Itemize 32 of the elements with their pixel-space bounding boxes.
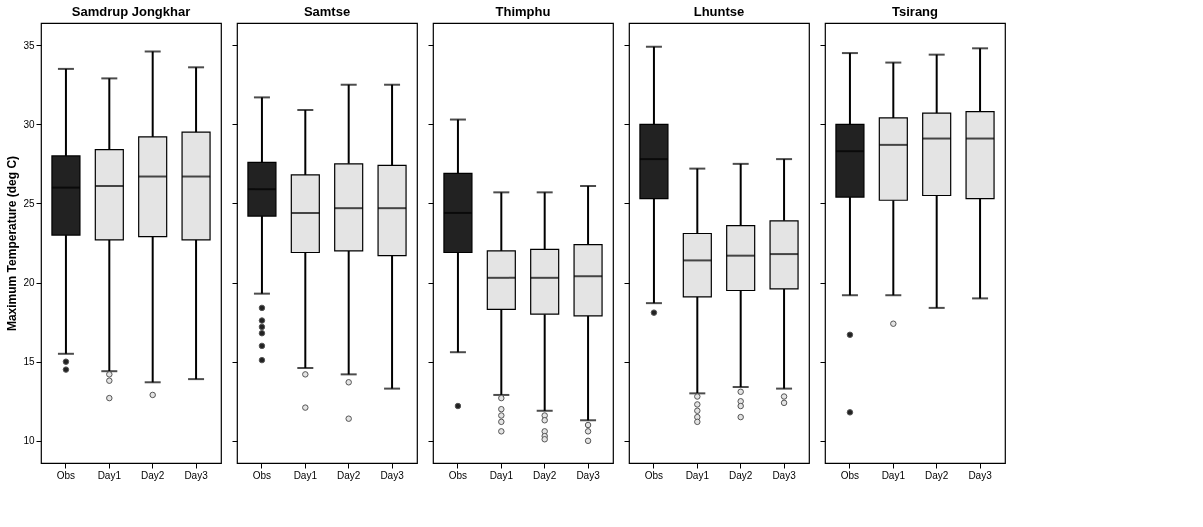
y-tick-label: 15: [23, 356, 35, 368]
x-tick-label: Day2: [141, 469, 165, 481]
y-tick-label: 30: [23, 118, 35, 130]
x-tick-label: Day2: [533, 469, 557, 481]
x-tick-label: Obs: [644, 469, 664, 481]
x-tick-label: Day2: [729, 469, 753, 481]
y-tick-label: 10: [23, 435, 35, 447]
chart-title: Tsirang: [892, 4, 939, 19]
y-tick-label: 35: [23, 39, 35, 51]
chart-title: Lhuntse: [693, 4, 745, 19]
y-tick-label: 25: [23, 197, 35, 209]
x-tick-label: Day3: [380, 469, 405, 481]
x-tick-label: Obs: [56, 469, 76, 481]
x-tick-label: Day1: [685, 469, 710, 481]
x-tick-label: Day3: [576, 469, 601, 481]
x-tick-label: Day1: [97, 469, 122, 481]
x-tick-label: Day3: [184, 469, 209, 481]
x-tick-label: Obs: [252, 469, 272, 481]
y-tick-label: 20: [23, 277, 35, 289]
x-tick-label: Day2: [925, 469, 949, 481]
x-tick-label: Day1: [293, 469, 318, 481]
x-tick-label: Obs: [840, 469, 860, 481]
chart-title: Samdrup Jongkhar: [71, 4, 191, 19]
x-tick-label: Obs: [448, 469, 468, 481]
x-tick-label: Day3: [772, 469, 797, 481]
y-axis-title: Maximum Temperature (deg C): [5, 155, 20, 332]
chart-title: Samtse: [303, 4, 351, 19]
x-tick-label: Day1: [489, 469, 514, 481]
x-tick-label: Day1: [881, 469, 906, 481]
x-tick-label: Day3: [968, 469, 993, 481]
chart-title: Thimphu: [495, 4, 551, 19]
x-tick-label: Day2: [337, 469, 361, 481]
